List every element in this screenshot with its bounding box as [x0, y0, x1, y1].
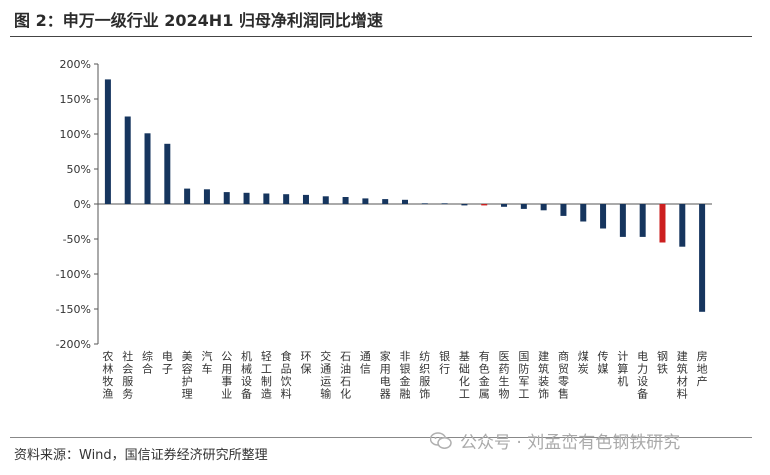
y-tick-label: -50% [63, 233, 91, 246]
bar-6 [203, 189, 210, 204]
y-tick-label: -100% [56, 268, 91, 281]
title-divider [10, 36, 752, 37]
x-tick-label: 交通运输 [320, 349, 331, 401]
x-tick-label: 有色金属 [479, 349, 490, 401]
bar-16 [402, 199, 408, 204]
bar-24 [560, 204, 567, 216]
bar-11 [302, 194, 309, 204]
y-tick-label: 50% [67, 163, 91, 176]
bar-21 [501, 204, 508, 207]
x-tick-label: 公用事业 [221, 350, 232, 401]
bar-10 [283, 194, 290, 204]
y-tick-label: -150% [56, 303, 91, 316]
bar-3 [144, 133, 151, 204]
x-tick-label: 建筑材料 [677, 349, 688, 401]
x-tick-label: 传媒 [598, 350, 609, 376]
bar-chart: 200% 150% 100% 50% 0% -50% -100% -150% -200% 农林牧渔… [56, 58, 712, 401]
x-tick-label: 钢铁 [657, 350, 668, 376]
x-tick-label: 机械设备 [241, 349, 252, 401]
bar-22 [520, 204, 527, 209]
x-tick-label: 汽车 [201, 349, 212, 376]
bar-31 [699, 204, 706, 312]
x-tick-label: 家用电器 [380, 349, 391, 401]
bar-8 [243, 192, 250, 204]
bar-13 [342, 197, 349, 204]
source-note: 资料来源：Wind，国信证券经济研究所整理 [14, 448, 268, 463]
bar-1 [104, 79, 111, 204]
bar-17 [421, 203, 428, 205]
x-tick-label: 美容护理 [182, 350, 193, 401]
x-tick-label: 电子 [162, 350, 173, 376]
bar-20 [481, 204, 488, 206]
bar-4 [164, 143, 171, 204]
y-tick-label: 150% [60, 93, 91, 106]
x-tick-label: 通信 [360, 350, 371, 376]
bar-12 [322, 196, 329, 204]
bar-29 [659, 204, 666, 243]
x-tick-label: 综合 [142, 349, 153, 376]
bar-25 [580, 204, 587, 222]
x-tick-label: 石油石化 [340, 350, 351, 401]
bar-18 [441, 203, 448, 205]
x-tick-label: 国防军工 [518, 350, 529, 401]
x-tick-label: 基础化工 [459, 350, 470, 401]
x-tick-label: 食品饮料 [281, 349, 292, 401]
x-tick-label: 房地产 [697, 350, 708, 388]
x-tick-label: 轻工制造 [261, 349, 272, 401]
bar-15 [382, 199, 389, 204]
footer-divider [10, 437, 752, 438]
bar-19 [461, 204, 468, 206]
watermark: 公众号 · 刘孟峦有色钢铁研究 [430, 428, 680, 453]
x-tick-label: 电力设备 [637, 350, 648, 401]
bar-27 [619, 204, 626, 237]
wechat-icon [430, 431, 452, 449]
x-tick-label: 社会服务 [122, 349, 133, 401]
x-tick-label: 银行 [439, 349, 450, 376]
x-tick-label: 商贸零售 [558, 349, 569, 401]
x-tick-label: 环保 [300, 350, 311, 376]
bar-5 [184, 188, 191, 204]
watermark-text: 公众号 · 刘孟峦有色钢铁研究 [460, 433, 681, 453]
bar-26 [600, 204, 607, 229]
x-tick-label: 医药生物 [499, 350, 510, 401]
x-tick-label: 计算机 [617, 350, 628, 388]
bar-14 [362, 198, 369, 204]
x-tick-label: 非银金融 [400, 350, 411, 401]
bar-2 [124, 116, 131, 204]
y-tick-label: 100% [60, 128, 91, 141]
bar-9 [263, 193, 270, 204]
bar-30 [679, 204, 686, 247]
y-tick-label: -200% [56, 338, 91, 351]
x-tick-label: 建筑装饰 [538, 349, 549, 401]
x-tick-label: 纺织服饰 [419, 349, 430, 401]
bar-28 [639, 204, 646, 237]
y-tick-label: 200% [60, 58, 91, 71]
x-tick-label: 煤炭 [578, 350, 589, 376]
bar-23 [540, 204, 547, 211]
page-title: 图 2：申万一级行业 2024H1 归母净利润同比增速 [14, 11, 383, 30]
y-tick-label: 0% [74, 198, 91, 211]
bar-7 [223, 192, 230, 204]
x-tick-label: 农林牧渔 [102, 349, 113, 401]
